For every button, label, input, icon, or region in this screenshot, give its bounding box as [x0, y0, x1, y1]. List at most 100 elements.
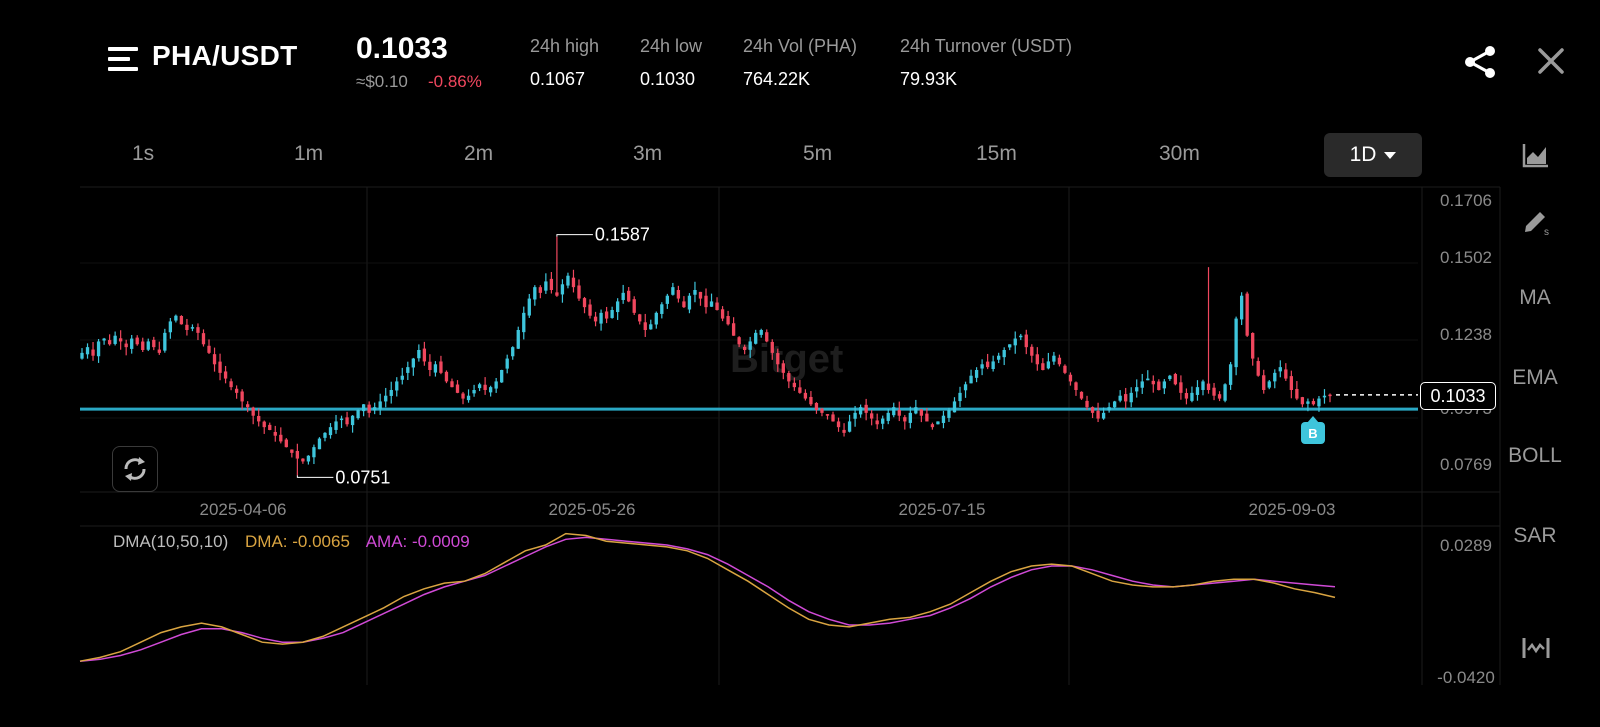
- candle: [157, 341, 161, 355]
- candle: [1273, 369, 1277, 389]
- candle: [196, 323, 200, 341]
- stat-label: 24h high: [530, 36, 600, 56]
- candle: [798, 379, 802, 394]
- candle: [107, 334, 112, 346]
- expand-icon[interactable]: [1522, 636, 1550, 660]
- indicator-sar[interactable]: SAR: [1513, 524, 1557, 547]
- y-tick-label: 0.1238: [1440, 325, 1492, 344]
- candle: [1002, 347, 1006, 366]
- candle: [229, 378, 233, 391]
- area-chart-icon[interactable]: [1522, 142, 1550, 168]
- stat-label: 24h low: [640, 36, 703, 56]
- candle: [163, 328, 167, 353]
- candle: [853, 406, 857, 427]
- indicator-ema[interactable]: EMA: [1512, 366, 1558, 389]
- candle: [842, 423, 846, 437]
- candle: [952, 397, 957, 413]
- candle: [925, 407, 929, 422]
- tab-2m[interactable]: 2m: [464, 142, 494, 165]
- candle: [400, 367, 404, 385]
- x-tick-label: 2025-09-03: [1249, 500, 1336, 519]
- candle: [1306, 398, 1310, 412]
- tab-15m[interactable]: 15m: [976, 142, 1017, 165]
- ama-value: AMA: -0.0009: [365, 532, 470, 551]
- share-icon[interactable]: [1462, 44, 1498, 80]
- tab-5m[interactable]: 5m: [803, 142, 833, 165]
- candle: [914, 399, 918, 415]
- candle: [113, 331, 117, 346]
- candle: [560, 279, 565, 303]
- watermark-text: Bitget: [730, 337, 843, 381]
- candle: [1157, 379, 1161, 391]
- tab-3m[interactable]: 3m: [633, 142, 663, 165]
- tab-1d-dropdown[interactable]: 1D: [1324, 133, 1422, 177]
- candle: [1212, 382, 1216, 401]
- candle: [599, 309, 603, 331]
- reset-icon: [124, 457, 146, 481]
- indicator-ma[interactable]: MA: [1519, 286, 1551, 309]
- candle: [980, 359, 984, 376]
- candle: [1300, 396, 1305, 408]
- indicator-boll[interactable]: BOLL: [1508, 444, 1562, 467]
- candle: [522, 306, 526, 340]
- candle: [185, 318, 189, 336]
- timeframe-tabs: 1s 1m 2m 3m 5m 15m 30m 1D: [80, 130, 1422, 180]
- candle: [881, 415, 885, 430]
- candle: [190, 324, 195, 332]
- candle: [1041, 358, 1045, 371]
- close-icon[interactable]: [1536, 46, 1566, 76]
- candle: [428, 354, 432, 377]
- y-tick-label: 0.1502: [1440, 248, 1492, 267]
- candle: [207, 339, 211, 354]
- candle: [991, 355, 995, 372]
- candle: [1035, 347, 1039, 371]
- indicator-y-ticks: 0.0289 -0.0420: [1437, 536, 1495, 687]
- candle: [455, 380, 460, 394]
- stat-24h-low: 24h low 0.1030: [640, 36, 702, 90]
- last-price-tag: 0.1033: [1420, 382, 1496, 410]
- candle: [936, 421, 940, 425]
- candle: [118, 330, 123, 350]
- candle: [803, 389, 808, 401]
- candle: [709, 293, 714, 307]
- candle: [328, 423, 333, 439]
- candle: [279, 427, 283, 444]
- candle: [1217, 391, 1222, 402]
- candle: [660, 302, 664, 319]
- reset-view-button[interactable]: [112, 446, 158, 492]
- candle: [1068, 372, 1073, 386]
- candle: [80, 348, 84, 360]
- candle: [908, 406, 912, 429]
- candle: [444, 370, 449, 384]
- candle: [295, 443, 300, 476]
- candle: [1151, 375, 1155, 393]
- stat-value: 0.1030: [640, 69, 696, 89]
- tab-30m[interactable]: 30m: [1159, 142, 1200, 165]
- candle: [466, 389, 471, 403]
- candle: [1146, 370, 1150, 381]
- indicator-legend: DMA(10,50,10) DMA: -0.0065 AMA: -0.0009: [113, 532, 482, 552]
- candle: [356, 409, 360, 420]
- candle: [1079, 391, 1084, 400]
- stat-24h-vol: 24h Vol (PHA) 764.22K: [743, 36, 857, 90]
- candle: [593, 311, 598, 327]
- candle: [742, 344, 747, 355]
- menu-icon[interactable]: [108, 47, 138, 73]
- indicator-lines: [79, 532, 1336, 662]
- trading-pair[interactable]: PHA/USDT: [152, 40, 298, 71]
- candle: [141, 337, 145, 352]
- tab-1m[interactable]: 1m: [294, 142, 324, 165]
- stat-label: 24h Turnover (USDT): [900, 36, 1073, 56]
- buy-signal-marker[interactable]: B: [1301, 416, 1325, 444]
- tab-1s[interactable]: 1s: [132, 142, 155, 165]
- chevron-down-icon: [1384, 151, 1397, 159]
- indicator-name: DMA(10,50,10): [113, 532, 229, 551]
- candle: [1124, 387, 1128, 409]
- stat-24h-high: 24h high 0.1067: [530, 36, 599, 90]
- candle: [234, 385, 239, 399]
- low-label: 0.0751: [335, 467, 390, 487]
- pen-icon[interactable]: s: [1522, 206, 1552, 236]
- candle: [1107, 402, 1111, 413]
